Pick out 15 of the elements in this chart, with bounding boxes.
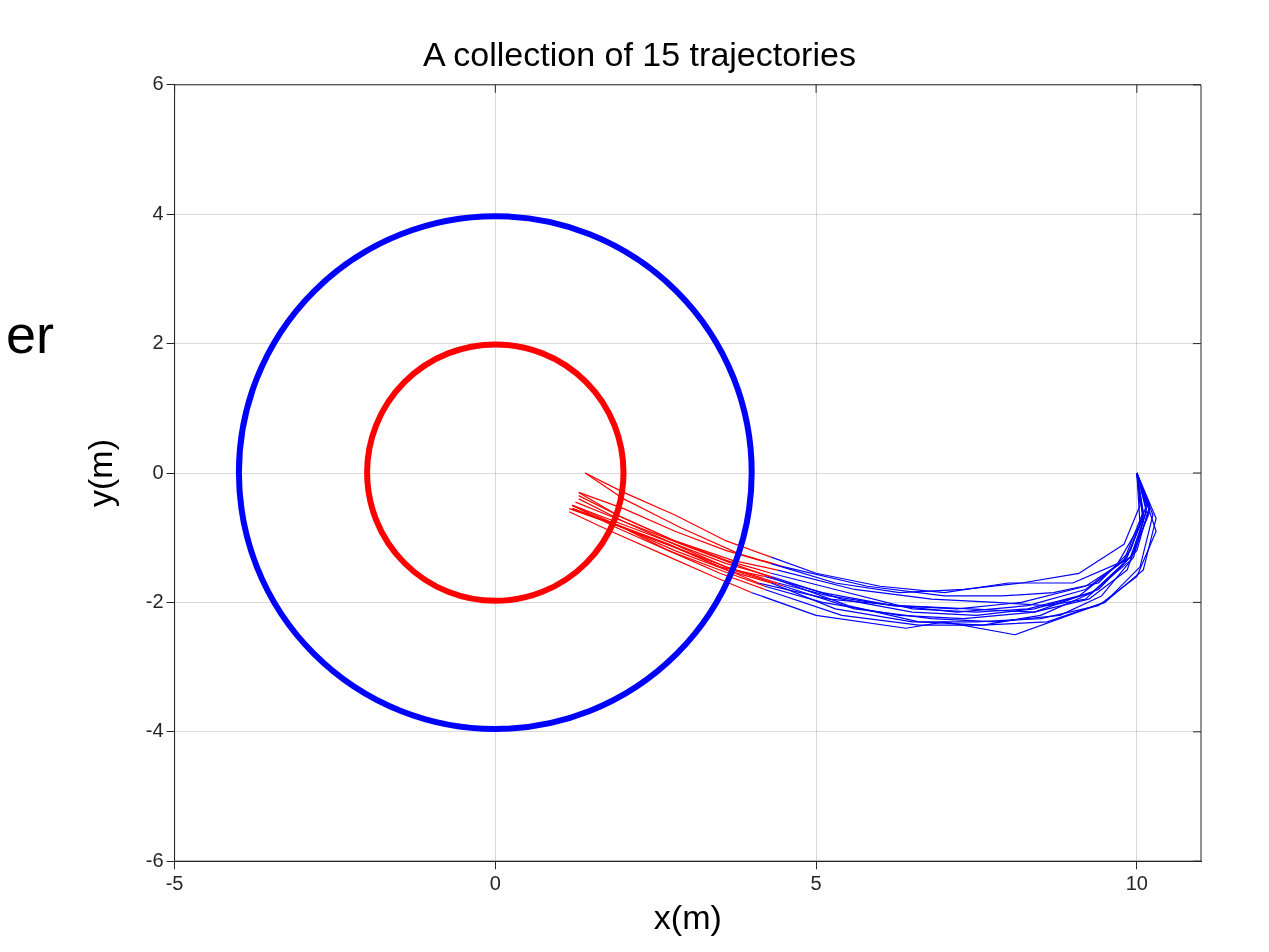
y-tick-label: 0 xyxy=(152,460,164,483)
y-tick-label: 6 xyxy=(152,72,164,95)
chart-title: A collection of 15 trajectories xyxy=(423,34,856,73)
y-tick-label: -4 xyxy=(145,719,164,742)
x-tick-label: 10 xyxy=(1125,871,1148,894)
y-tick-label: 4 xyxy=(152,201,164,224)
y-tick-label: -2 xyxy=(145,589,164,612)
x-tick-label: 5 xyxy=(810,871,822,894)
y-tick-label: 2 xyxy=(152,331,164,354)
x-tick-label: -5 xyxy=(165,871,184,894)
x-axis-title: x(m) xyxy=(653,897,722,936)
y-axis-title: y(m) xyxy=(80,439,119,507)
text: er xyxy=(6,303,55,364)
x-tick-label: 0 xyxy=(489,871,501,894)
y-tick-label: -6 xyxy=(145,848,164,871)
